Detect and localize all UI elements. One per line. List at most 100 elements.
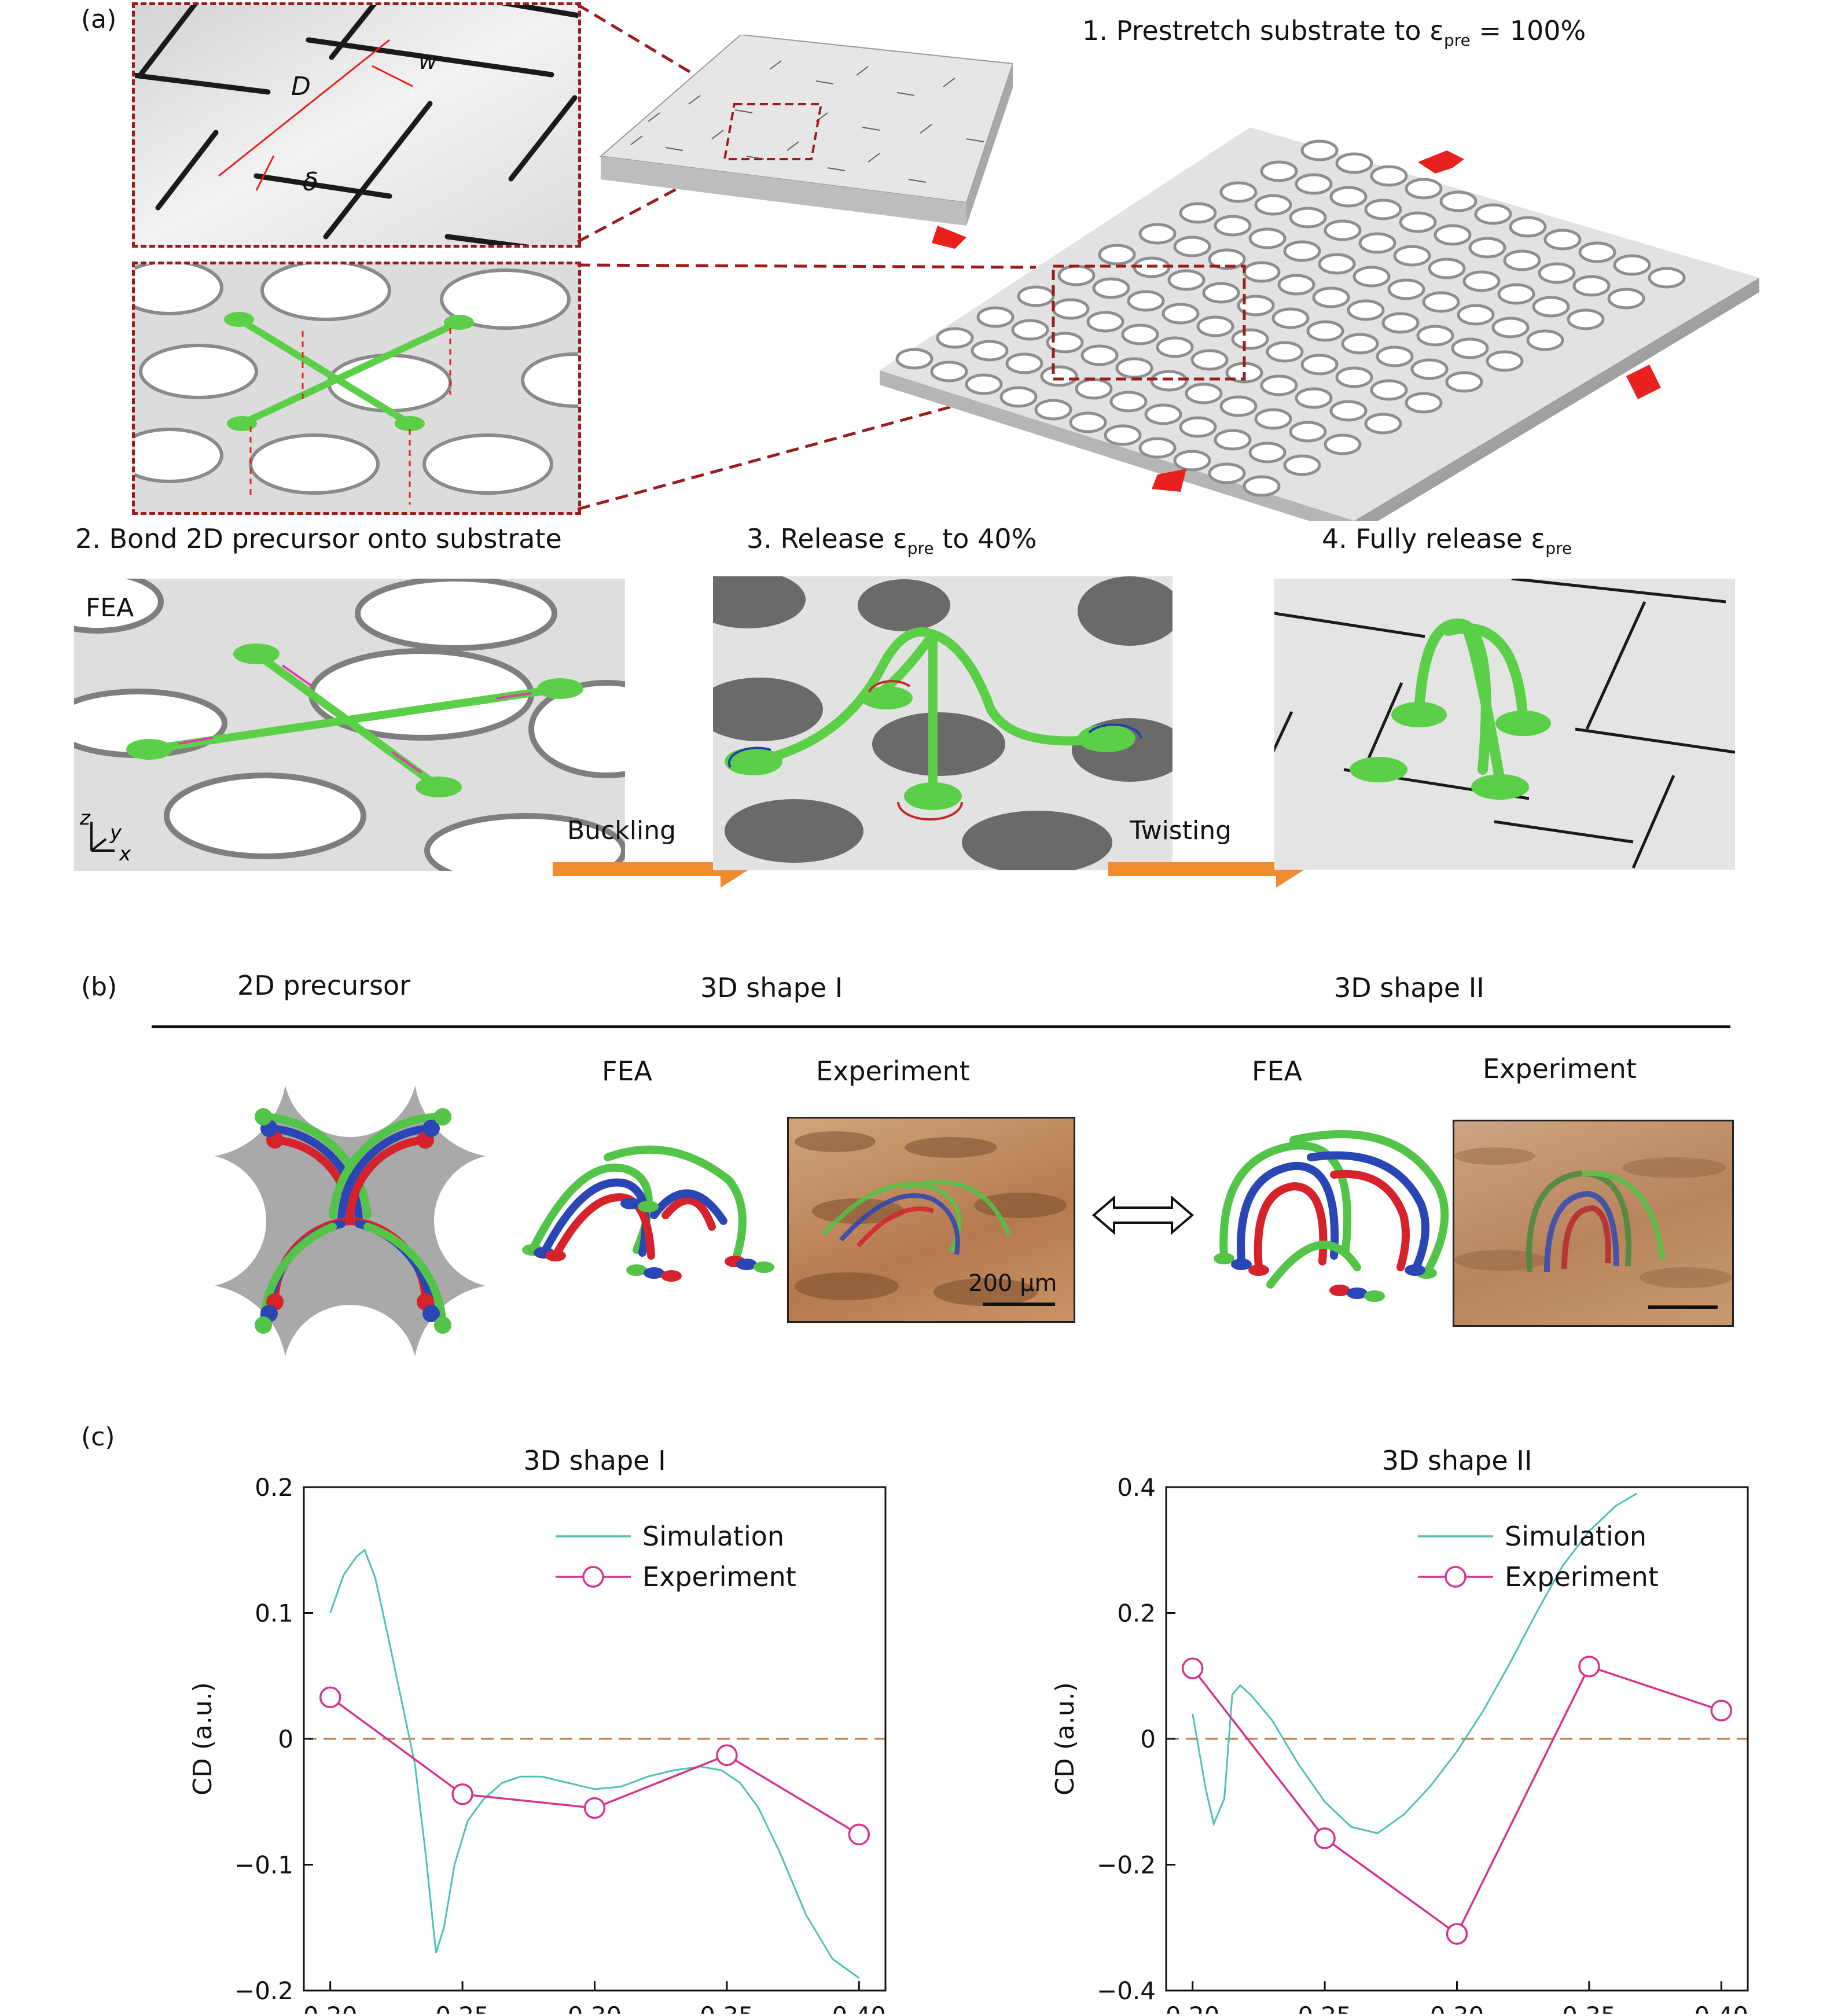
substrate-hole [1208,248,1246,270]
substrate-hole [1468,237,1506,259]
substrate-hole [1399,211,1437,233]
stretched-substrate [880,127,1759,521]
step-1-subscript: pre [1444,31,1471,50]
y-tick-label: 0.2 [1117,1599,1156,1628]
buckling-arrow [553,851,749,888]
chart-title: 3D shape I [523,1445,666,1476]
reversible-arrow-icon [1091,1195,1194,1235]
substrate-hole [1011,319,1049,341]
substrate-hole [1179,202,1217,224]
substrate-hole [1376,345,1414,367]
unstretched-substrate [599,35,1013,226]
substrate-hole [1173,236,1211,257]
step-3-fea-render [713,576,1173,870]
substrate-hole [1410,358,1449,380]
substrate-hole [1017,285,1055,307]
substrate-hole [1127,290,1165,312]
substrate-hole [1196,315,1234,337]
cd-chart-shape-2: 3D shape II0.200.250.300.350.40−0.4−0.20… [1053,1445,1749,2014]
simulation-line [329,1548,860,1979]
substrate-hole [1260,374,1298,396]
experiment-line [1192,1665,1722,1936]
x-tick-label: 0.35 [1562,2002,1616,2014]
substrate-holes [895,139,1686,497]
substrate-hole [1329,400,1368,422]
experiment-point [1181,1657,1204,1679]
substrate-hole [1306,320,1344,342]
shape2-photo-drawing [1454,1147,1732,1309]
cut-pattern-inset: D w δ [132,2,581,248]
substrate-hole [1104,424,1142,446]
substrate-hole [1613,254,1651,276]
substrate-hole [965,373,1003,395]
substrate-hole [1248,442,1287,463]
x-tick-label: 0.30 [1430,2002,1484,2014]
axis-x-label: x [119,843,131,866]
substrate-hole [1283,240,1321,262]
substrate-hole [1416,325,1454,347]
substrate-hole [1289,421,1327,443]
x-tick-label: 0.40 [832,2002,887,2014]
panel-b-rule [152,1025,1730,1028]
substrate-hole [1005,352,1043,374]
substrate-hole [1364,413,1402,435]
step-4-subscript: pre [1545,539,1572,558]
substrate-hole [1162,303,1200,325]
substrate-hole [1254,408,1292,430]
substrate-hole [1115,357,1153,379]
dim-D-label: D [291,72,311,101]
substrate-hole [1439,190,1477,212]
precursor-2d-drawing [200,1070,501,1371]
step-4-fea-render [1274,579,1735,870]
substrate-hole [1526,329,1564,351]
substrate-hole [895,348,933,370]
substrate-hole [1138,437,1177,459]
dim-w-label: w [418,48,438,75]
dimension-marks [218,39,413,191]
stretch-arrows [932,150,1661,492]
legend-label: Experiment [1505,1561,1659,1592]
y-tick-label: 0.2 [255,1473,293,1502]
substrate-hole [1046,332,1084,354]
experiment-point [716,1744,738,1767]
experiment-point [1578,1656,1600,1677]
substrate-hole [1503,249,1541,271]
col-precursor-title: 2D precursor [237,970,411,1001]
substrate-hole [1271,307,1310,329]
substrate-hole [1451,337,1489,359]
experiment-point [319,1686,341,1708]
substrate-hole [1289,207,1327,229]
substrate-hole [1138,223,1177,245]
substrate-hole [1335,366,1373,388]
panel-c-label: (c) [81,1422,115,1452]
y-axis-label: CD (a.u.) [1053,1682,1080,1796]
substrate-hole [1086,311,1124,333]
substrate-hole [1393,245,1431,267]
substrate-hole [1405,178,1443,200]
substrate-hole [1121,323,1159,345]
y-tick-label: −0.2 [1097,1851,1156,1879]
exp2-title: Experiment [1483,1053,1637,1084]
col-shape1-title: 3D shape I [700,972,843,1003]
substrate-hole [1219,181,1258,203]
experiment-point [1710,1699,1733,1721]
experiment-point [451,1783,473,1805]
scale-bar-label: 200 μm [968,1270,1057,1297]
substrate-hole [1509,216,1547,238]
substrate-hole [1567,308,1605,330]
substrate-hole [1248,227,1287,249]
substrate-hole [1150,370,1188,392]
substrate-hole [971,340,1009,362]
substrate-hole [1445,371,1483,393]
substrate-hole [1434,224,1472,246]
shape2-fea-drawing [1214,1130,1449,1302]
substrate-hole [1214,429,1252,451]
substrate-hole [1370,379,1408,401]
substrate-hole [1387,278,1425,300]
y-tick-label: 0.4 [1117,1473,1156,1502]
buckling-label: Buckling [567,816,677,845]
legend-label: Experiment [642,1561,796,1592]
axis-z-label: z [79,807,91,830]
y-tick-label: −0.1 [234,1851,293,1879]
substrate-hole [930,360,968,382]
